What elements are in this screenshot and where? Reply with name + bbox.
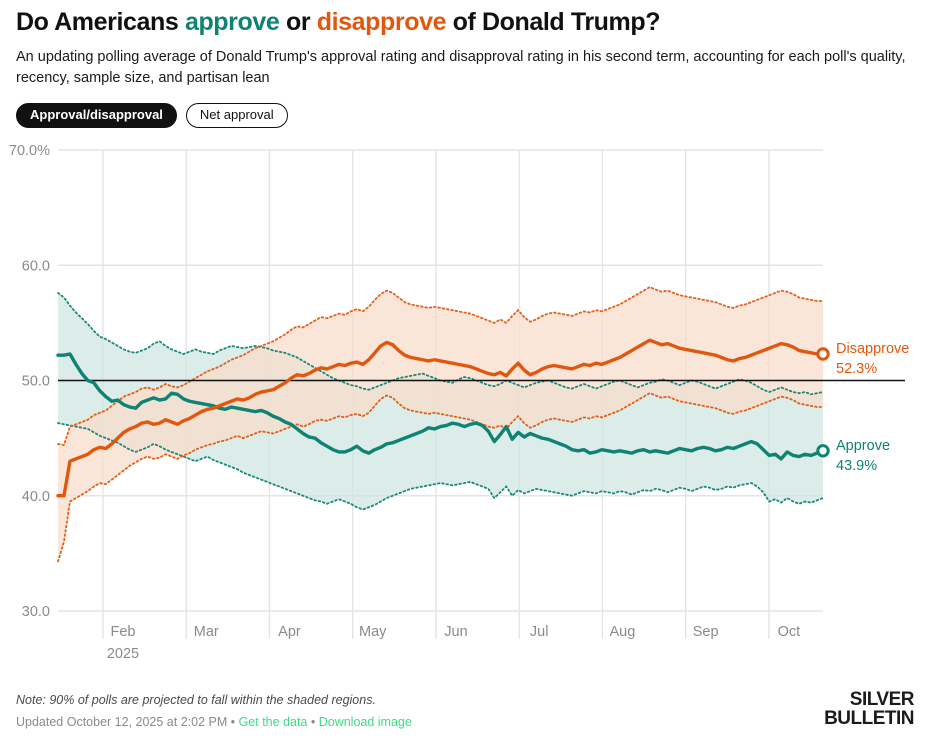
y-axis-tick-label: 40.0 — [22, 489, 50, 505]
logo-line-1: SILVER — [849, 689, 915, 710]
page-title: Do Americans approve or disapprove of Do… — [16, 8, 914, 37]
annotation-label-disapprove: Disapprove — [836, 341, 909, 357]
x-axis-tick-label: Jun — [444, 624, 467, 640]
updated-timestamp: Updated October 12, 2025 at 2:02 PM — [16, 715, 228, 729]
series-endpoint-disapprove — [816, 347, 830, 361]
x-axis-tick-label: Mar — [194, 624, 219, 640]
get-the-data-link[interactable]: Get the data — [238, 715, 308, 729]
x-axis-tick-label: Feb — [111, 624, 136, 640]
chart-header: Do Americans approve or disapprove of Do… — [0, 0, 930, 89]
chart-subtitle: An updating polling average of Donald Tr… — [16, 48, 906, 86]
y-axis-tick-label: 60.0 — [22, 258, 50, 274]
annotation-value-approve: 43.9% — [836, 458, 877, 474]
x-axis-tick-label: Jul — [530, 624, 549, 640]
x-axis-tick-label: May — [359, 624, 387, 640]
series-line-disapprove — [56, 338, 825, 498]
download-image-link[interactable]: Download image — [318, 715, 412, 729]
y-axis-tick-label: 30.0 — [22, 604, 50, 620]
confidence-band — [58, 287, 823, 562]
x-axis-tick-label: Apr — [278, 624, 301, 640]
title-mid: or — [279, 8, 317, 36]
x-axis-tick-label: Sep — [693, 624, 719, 640]
title-disapprove-word: disapprove — [316, 8, 447, 36]
annotation-value-disapprove: 52.3% — [836, 361, 877, 377]
separator-2: • — [307, 715, 319, 729]
confidence-band-edge — [57, 286, 824, 447]
chart-footer: Note: 90% of polls are projected to fall… — [0, 685, 930, 755]
chart-container: 30.0 40.0 50.0 60.0 70.0% Feb 2025 Mar Apr May Jun… — [0, 136, 930, 666]
series-endpoint-approve — [816, 444, 830, 458]
view-toggle-group: Approval/disapproval Net approval — [0, 102, 930, 129]
confidence-band-edge — [57, 392, 824, 563]
logo-line-2: BULLETIN — [824, 707, 914, 729]
y-axis-tick-label: 50.0 — [22, 374, 50, 390]
annotation-label-approve: Approve — [836, 438, 890, 454]
title-approve-word: approve — [184, 8, 280, 36]
x-axis-tick-label: Oct — [778, 624, 801, 640]
approval-trend-chart: 30.0 40.0 50.0 60.0 70.0% Feb 2025 Mar Apr May Jun… — [9, 143, 909, 662]
title-part2: of Donald Trump? — [446, 8, 661, 36]
x-axis-tick-label: Aug — [610, 624, 636, 640]
tab-net-approval[interactable]: Net approval — [185, 102, 288, 129]
title-part1: Do Americans — [16, 8, 185, 36]
y-axis-tick-label: 70.0% — [9, 143, 50, 159]
series-line-approve — [56, 352, 825, 461]
tab-approval-disapproval[interactable]: Approval/disapproval — [16, 102, 177, 129]
silver-bulletin-logo: SILVER BULLETIN — [824, 689, 915, 729]
separator-1: • — [227, 715, 239, 729]
updated-line: Updated October 12, 2025 at 2:02 PM • Ge… — [16, 715, 412, 729]
x-axis-year-label: 2025 — [107, 646, 139, 662]
footnote: Note: 90% of polls are projected to fall… — [16, 693, 376, 707]
confidence-band-edge — [57, 422, 824, 511]
